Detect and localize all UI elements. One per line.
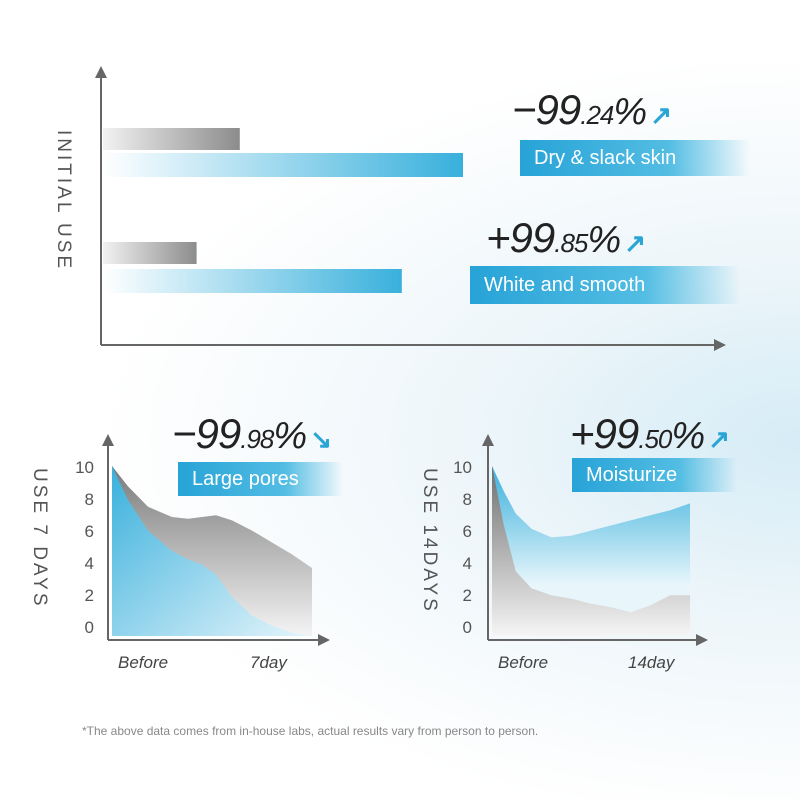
percent-sign: % bbox=[613, 91, 647, 133]
br-annotation-value: +99.50% ↗ bbox=[570, 410, 730, 458]
br-y-tick: 8 bbox=[462, 490, 472, 509]
area-gray bbox=[492, 466, 690, 636]
br-x-label-after: 14day bbox=[628, 653, 675, 672]
percent-sign: % bbox=[273, 415, 307, 457]
br-y-tick: 2 bbox=[462, 586, 472, 605]
value-main: +99 bbox=[486, 214, 555, 261]
br-y-tick: 10 bbox=[453, 458, 472, 477]
bl-y-tick: 2 bbox=[84, 586, 94, 605]
value-decimals: .50 bbox=[638, 424, 672, 454]
top-annotation-1-tag: Dry & slack skin bbox=[520, 140, 750, 176]
value-decimals: .85 bbox=[554, 228, 588, 258]
value-main: −99 bbox=[512, 86, 581, 133]
br-tag: Moisturize bbox=[572, 458, 737, 492]
top-annotation-1-value: −99.24% ↗ bbox=[512, 86, 672, 134]
bl-x-axis-arrow bbox=[318, 634, 330, 646]
top-annotation-2-tag: White and smooth bbox=[470, 266, 740, 304]
br-x-label-before: Before bbox=[498, 653, 549, 672]
top-annotation-2-value: +99.85% ↗ bbox=[486, 214, 646, 262]
bl-y-tick: 8 bbox=[84, 490, 94, 509]
percent-sign: % bbox=[671, 415, 705, 457]
value-main: −99 bbox=[172, 410, 241, 457]
footnote: *The above data comes from in-house labs… bbox=[82, 724, 539, 738]
bar-gray-1 bbox=[103, 128, 240, 150]
br-x-axis-arrow bbox=[696, 634, 708, 646]
bar-blue-1 bbox=[103, 153, 463, 177]
top-y-axis-label: INITIAL USE bbox=[53, 130, 74, 272]
area-blue bbox=[112, 466, 312, 636]
br-y-axis-label: USE 14DAYS bbox=[419, 468, 440, 614]
br-y-axis-arrow bbox=[482, 434, 494, 446]
bl-annotation-value: −99.98% ↘ bbox=[172, 410, 332, 458]
top-x-axis-arrow bbox=[714, 339, 726, 351]
br-y-tick: 0 bbox=[462, 618, 472, 637]
trend-arrow-icon: ↗ bbox=[650, 100, 672, 130]
value-main: +99 bbox=[570, 410, 639, 457]
bl-y-axis-label: USE 7 DAYS bbox=[29, 468, 50, 609]
bl-y-tick: 6 bbox=[84, 522, 94, 541]
bar-blue-2 bbox=[103, 269, 402, 293]
trend-arrow-icon: ↗ bbox=[708, 424, 730, 454]
trend-arrow-icon: ↘ bbox=[310, 424, 332, 454]
bl-y-tick: 0 bbox=[84, 618, 94, 637]
br-y-tick: 6 bbox=[462, 522, 472, 541]
value-decimals: .98 bbox=[240, 424, 274, 454]
value-decimals: .24 bbox=[580, 100, 614, 130]
bl-y-tick: 10 bbox=[75, 458, 94, 477]
bl-tag: Large pores bbox=[178, 462, 343, 496]
trend-arrow-icon: ↗ bbox=[624, 228, 646, 258]
bl-y-axis-arrow bbox=[102, 434, 114, 446]
br-y-tick: 4 bbox=[462, 554, 472, 573]
bl-y-tick: 4 bbox=[84, 554, 94, 573]
bl-x-label-before: Before bbox=[118, 653, 169, 672]
bl-x-label-after: 7day bbox=[250, 653, 287, 672]
top-y-axis-arrow bbox=[95, 66, 107, 78]
bar-gray-2 bbox=[103, 242, 197, 264]
percent-sign: % bbox=[587, 219, 621, 261]
